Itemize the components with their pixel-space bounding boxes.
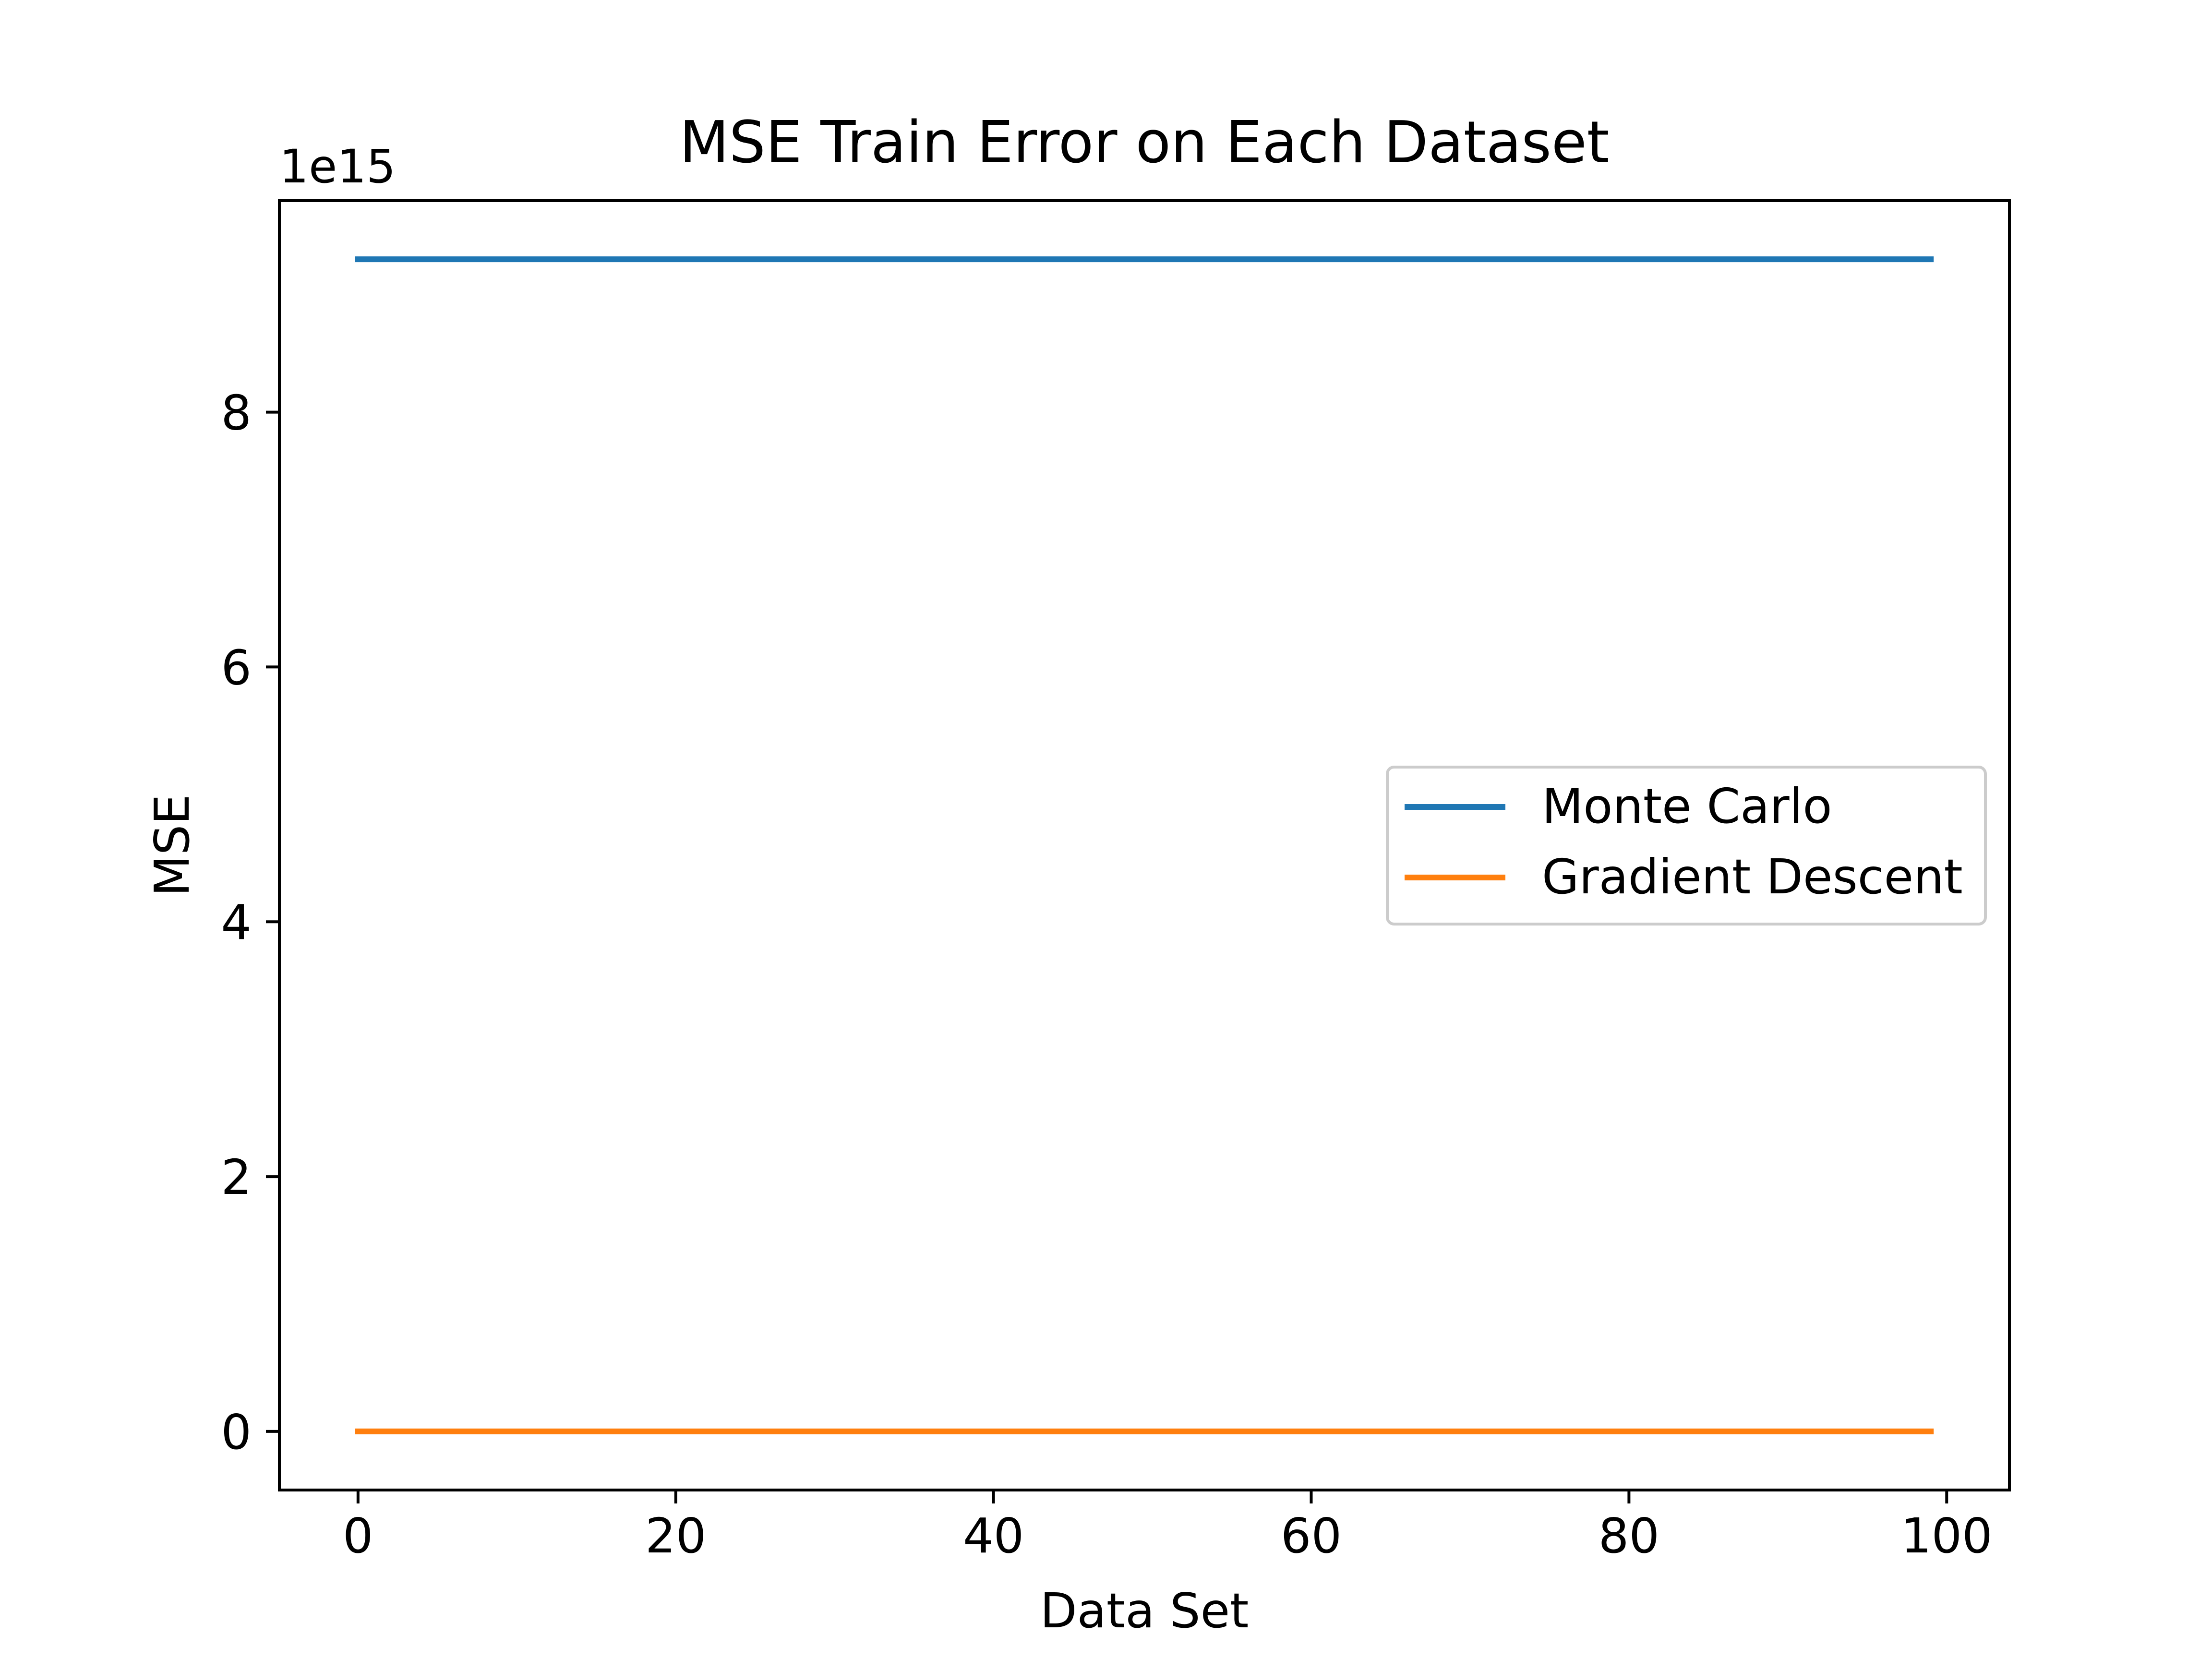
- y-offset-label: 1e15: [279, 140, 396, 193]
- y-tick-label: 8: [221, 385, 252, 441]
- y-axis-ticks: 0 2 4 6 8: [221, 385, 279, 1460]
- legend-label-gradient-descent: Gradient Descent: [1542, 849, 1963, 905]
- plot-frame: [278, 199, 2011, 1491]
- y-tick-label: 6: [221, 639, 252, 696]
- y-tick-label: 4: [221, 894, 252, 950]
- series-layer: [355, 256, 1934, 1434]
- legend-box: [1386, 766, 1987, 926]
- x-tick-label: 20: [645, 1508, 706, 1564]
- x-tick-label: 40: [963, 1508, 1024, 1564]
- x-tick-label: 80: [1599, 1508, 1659, 1564]
- x-tick-label: 0: [343, 1508, 373, 1564]
- legend: Monte Carlo Gradient Descent: [1386, 766, 1987, 926]
- legend-label-monte-carlo: Monte Carlo: [1542, 778, 1832, 834]
- y-tick-label: 0: [221, 1404, 252, 1460]
- y-axis-label: MSE: [144, 794, 200, 897]
- chart-title: MSE Train Error on Each Dataset: [679, 109, 1609, 176]
- x-axis-ticks: 0 20 40 60 80 100: [343, 1490, 1993, 1564]
- x-tick-label: 60: [1281, 1508, 1342, 1564]
- x-axis-label: Data Set: [1040, 1583, 1249, 1639]
- y-tick-label: 2: [221, 1149, 252, 1205]
- x-tick-label: 100: [1901, 1508, 1993, 1564]
